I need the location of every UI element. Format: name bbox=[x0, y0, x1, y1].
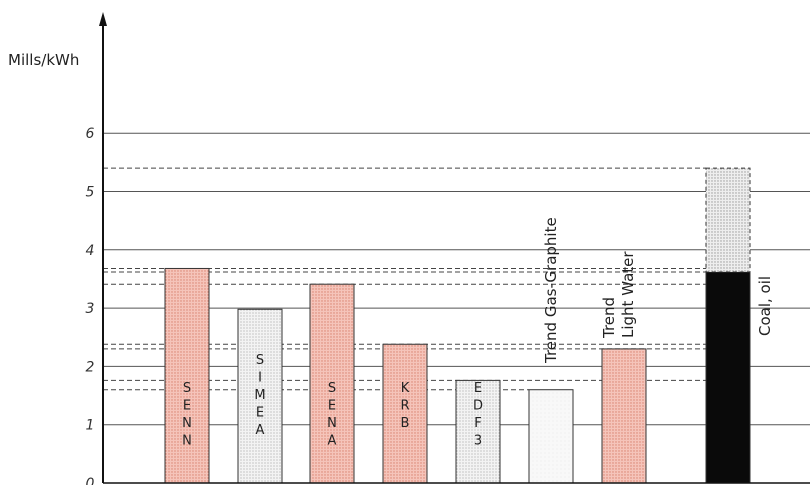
bar-group: Trend Light Water bbox=[600, 251, 647, 484]
bar-label-letter: D bbox=[473, 399, 483, 414]
bar bbox=[382, 343, 428, 484]
bar bbox=[237, 308, 283, 484]
grid-lines bbox=[103, 132, 810, 426]
bar-label-letter: F bbox=[474, 416, 481, 431]
y-axis bbox=[99, 12, 810, 484]
bar bbox=[164, 267, 210, 484]
bar-label-letter: B bbox=[401, 416, 410, 431]
bar-label-letter: S bbox=[256, 353, 264, 368]
bar bbox=[705, 271, 751, 484]
bar-label-letter: R bbox=[400, 399, 409, 414]
bar-group: Trend Gas-Graphite bbox=[528, 217, 574, 484]
y-tick-label: 2 bbox=[86, 359, 95, 375]
bar-label-letter: A bbox=[256, 423, 265, 438]
bar-label-letter: E bbox=[328, 399, 336, 414]
bar-vertical-label: Coal, oil bbox=[756, 276, 774, 336]
bar-label-letter: E bbox=[183, 399, 191, 414]
bar-group: KRB bbox=[382, 343, 428, 484]
y-tick-label: 3 bbox=[86, 301, 95, 317]
bar-label-letter: N bbox=[182, 434, 192, 449]
y-tick-label: 6 bbox=[86, 126, 95, 142]
bar-label-letter: K bbox=[401, 381, 410, 396]
bar-vertical-label: Trend bbox=[600, 297, 618, 339]
bar-label-letter: M bbox=[254, 388, 265, 403]
bar-group: EDF 3 bbox=[455, 379, 501, 484]
bar-label-letter: N bbox=[182, 416, 192, 431]
bar-label-letter: S bbox=[328, 381, 336, 396]
bar bbox=[601, 348, 647, 484]
bar-label-letter: E bbox=[474, 381, 482, 396]
bar-label-letter: A bbox=[328, 434, 337, 449]
bar-vertical-label: Trend Gas-Graphite bbox=[542, 217, 560, 364]
y-axis-label: Mills/kWh bbox=[8, 51, 79, 69]
bar-vertical-label: Light Water bbox=[619, 251, 637, 338]
y-tick-label: 4 bbox=[86, 243, 95, 259]
bar-label-letter: S bbox=[183, 381, 191, 396]
y-tick-label: 5 bbox=[86, 185, 95, 201]
y-tick-labels: 0 1 2 3 4 5 6 bbox=[86, 126, 95, 485]
bar-label-letter: I bbox=[258, 371, 262, 386]
y-axis-arrow bbox=[99, 12, 107, 26]
y-tick-label: 1 bbox=[86, 418, 95, 434]
bar-label-letter: E bbox=[256, 406, 264, 421]
y-tick-label: 0 bbox=[86, 476, 95, 485]
bar-label-letter: N bbox=[327, 416, 337, 431]
bar-upper-range bbox=[705, 167, 751, 273]
bar-group: Coal, oil bbox=[705, 167, 774, 484]
bar-label-letter: 3 bbox=[474, 434, 482, 449]
bar bbox=[528, 389, 574, 484]
